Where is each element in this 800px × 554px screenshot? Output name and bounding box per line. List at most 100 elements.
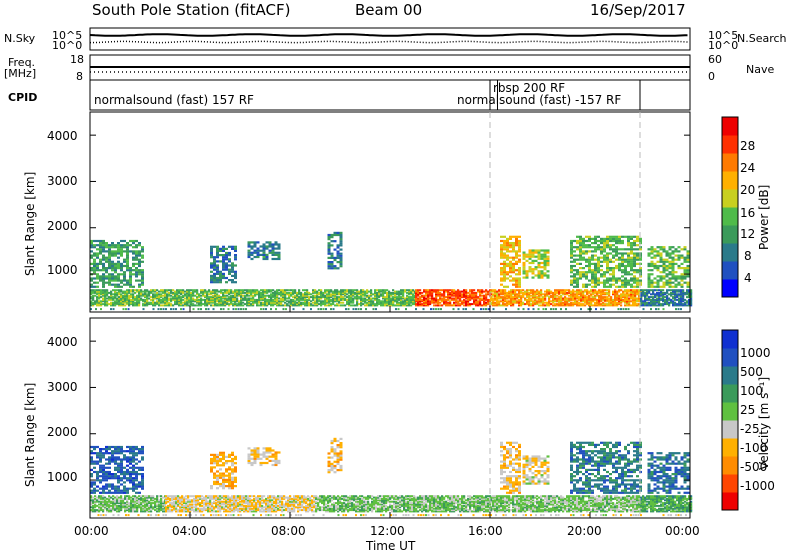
heatmap-cell xyxy=(500,468,503,471)
heatmap-cell xyxy=(674,304,677,307)
heatmap-cell xyxy=(522,308,525,311)
heatmap-cell xyxy=(606,289,609,292)
heatmap-cell xyxy=(256,301,259,304)
heatmap-cell xyxy=(666,291,669,294)
heatmap-cell xyxy=(300,294,303,297)
heatmap-cell xyxy=(282,297,285,300)
heatmap-cell xyxy=(506,273,509,276)
heatmap-cell xyxy=(250,461,254,465)
heatmap-cell xyxy=(451,290,454,293)
heatmap-cell xyxy=(441,300,444,303)
heatmap-cell xyxy=(546,301,549,304)
heatmap-cell xyxy=(202,291,205,294)
heatmap-cell xyxy=(508,290,511,293)
heatmap-cell xyxy=(425,301,428,304)
heatmap-cell xyxy=(473,298,476,301)
heatmap-cell xyxy=(222,296,225,299)
heatmap-cell xyxy=(294,303,297,306)
heatmap-cell xyxy=(425,297,428,300)
heatmap-cell xyxy=(105,475,108,478)
heatmap-cell xyxy=(514,289,517,292)
heatmap-cell xyxy=(445,289,448,292)
heatmap-cell xyxy=(253,461,257,465)
heatmap-cell xyxy=(135,452,138,455)
heatmap-cell xyxy=(632,296,635,299)
heatmap-cell xyxy=(120,244,123,247)
heatmap-cell xyxy=(621,262,624,265)
heatmap-cell xyxy=(596,298,599,301)
heatmap-cell xyxy=(152,290,155,293)
heatmap-cell xyxy=(659,285,663,288)
heatmap-cell xyxy=(626,304,629,307)
heatmap-cell xyxy=(530,303,533,306)
heatmap-cell xyxy=(90,291,93,294)
heatmap-cell xyxy=(509,237,512,240)
heatmap-cell xyxy=(612,254,615,257)
heatmap-cell xyxy=(339,452,343,455)
heatmap-cell xyxy=(194,290,197,293)
heatmap-cell xyxy=(271,251,275,254)
heatmap-cell xyxy=(652,297,655,300)
colorbar-swatch xyxy=(722,117,738,136)
heatmap-cell xyxy=(304,301,307,304)
heatmap-cell xyxy=(242,294,245,297)
heatmap-cell xyxy=(280,293,283,296)
heatmap-cell xyxy=(390,294,393,297)
heatmap-cell xyxy=(262,461,266,465)
heatmap-cell xyxy=(400,301,403,304)
heatmap-cell xyxy=(415,303,418,306)
heatmap-cell xyxy=(122,296,125,299)
heatmap-cell xyxy=(274,457,278,460)
heatmap-cell xyxy=(473,289,476,292)
heatmap-cell xyxy=(591,256,594,259)
heatmap-cell xyxy=(558,289,561,292)
heatmap-cell xyxy=(481,290,484,293)
heatmap-cell xyxy=(664,291,667,294)
heatmap-cell xyxy=(247,255,251,259)
heatmap-cell xyxy=(558,301,561,304)
heatmap-cell xyxy=(398,298,401,301)
heatmap-cell xyxy=(506,277,509,280)
heatmap-cell xyxy=(262,296,265,299)
heatmap-cell xyxy=(462,308,465,311)
heatmap-cell xyxy=(316,303,319,306)
heatmap-cell xyxy=(598,297,601,300)
heatmap-cell xyxy=(292,301,295,304)
heatmap-cell xyxy=(648,296,651,299)
heatmap-cell xyxy=(117,477,120,480)
heatmap-cell xyxy=(132,294,135,297)
heatmap-cell xyxy=(116,300,119,303)
heatmap-cell xyxy=(240,301,243,304)
heatmap-cell xyxy=(540,293,543,296)
heatmap-cell xyxy=(117,252,120,255)
heatmap-cell xyxy=(525,272,529,275)
heatmap-cell xyxy=(656,252,660,255)
heatmap-cell xyxy=(274,459,278,462)
heatmap-cell xyxy=(176,298,179,301)
heatmap-cell xyxy=(604,300,607,303)
heatmap-cell xyxy=(242,290,245,293)
heatmap-cell xyxy=(554,303,557,306)
heatmap-cell xyxy=(423,297,426,300)
heatmap-cell xyxy=(443,290,446,293)
heatmap-cell xyxy=(188,304,191,307)
heatmap-cell xyxy=(288,296,291,299)
heatmap-cell xyxy=(394,293,397,296)
heatmap-cell xyxy=(248,304,251,307)
heatmap-cell xyxy=(122,300,125,303)
heatmap-cell xyxy=(336,267,340,270)
heatmap-cell xyxy=(150,301,153,304)
heatmap-cell xyxy=(500,239,503,243)
heatmap-cell xyxy=(254,291,257,294)
heatmap-cell xyxy=(556,291,559,294)
heatmap-cell xyxy=(210,296,213,299)
heatmap-cell xyxy=(231,478,234,481)
heatmap-cell xyxy=(688,289,691,292)
heatmap-cell xyxy=(196,298,199,301)
heatmap-cell xyxy=(576,277,579,280)
heatmap-cell xyxy=(294,294,297,297)
heatmap-cell xyxy=(262,289,265,292)
heatmap-cell xyxy=(126,262,129,265)
heatmap-cell xyxy=(126,298,129,301)
heatmap-cell xyxy=(194,300,197,303)
